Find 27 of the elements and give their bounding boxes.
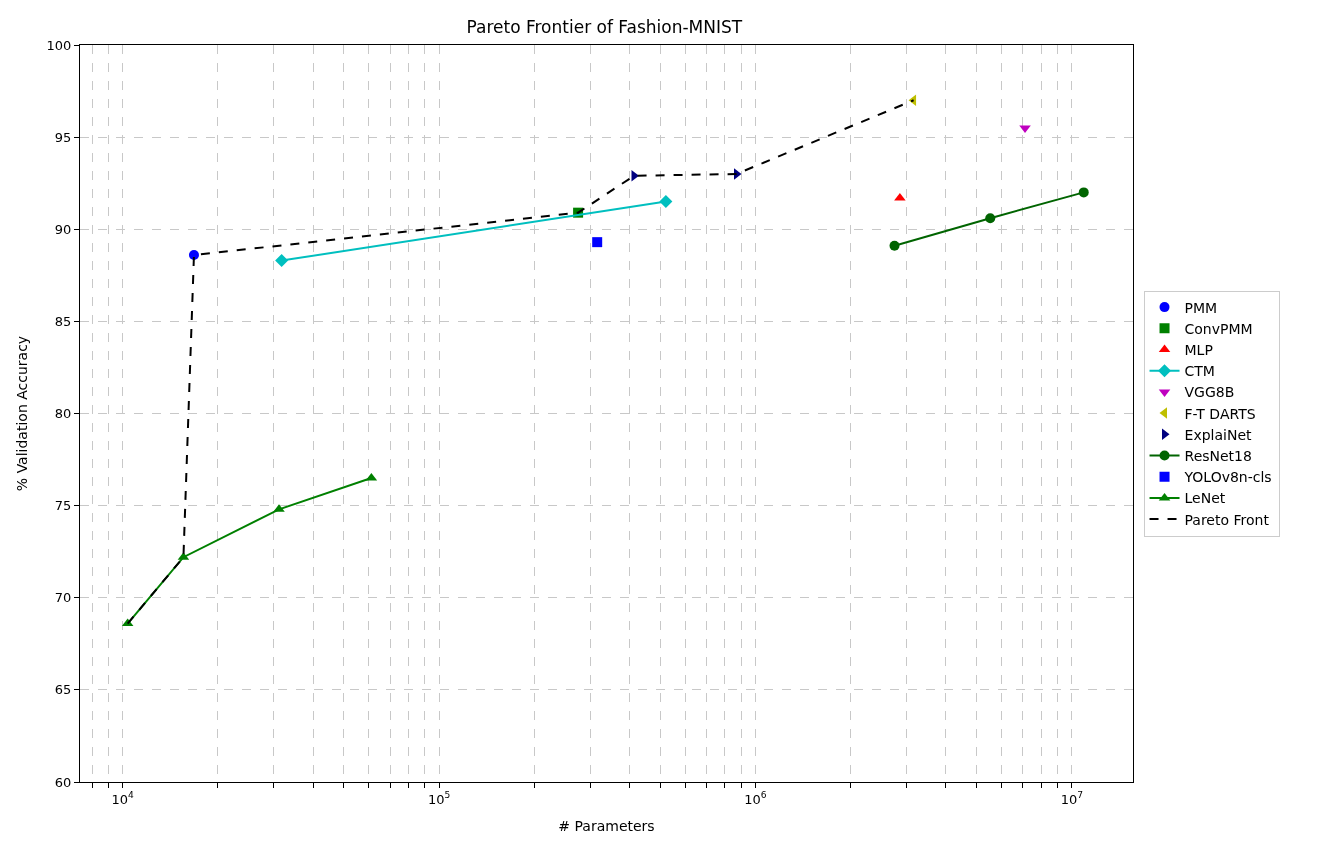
chart-title: Pareto Frontier of Fashion-MNIST	[466, 16, 743, 37]
x-axis-title: # Parameters	[558, 817, 655, 834]
legend-label: MLP	[1184, 341, 1213, 358]
legend-label: F-T DARTS	[1184, 405, 1256, 422]
y-tick-label: 65	[54, 682, 72, 698]
y-tick-label: 60	[54, 774, 72, 790]
y-axis-title: % Validation Accuracy	[14, 335, 31, 492]
legend-label: VGG8B	[1184, 384, 1235, 401]
legend-label: ConvPMM	[1184, 320, 1253, 337]
legend-label: Pareto Front	[1184, 511, 1270, 528]
y-tick-label: 75	[54, 498, 72, 514]
x-tick-label: 10$^{7}$	[1060, 790, 1084, 807]
y-tick-label: 85	[54, 313, 72, 329]
x-tick-label: 10$^{6}$	[744, 790, 767, 807]
legend-label: YOLOv8n-cls	[1183, 469, 1272, 486]
legend-label: ExplaiNet	[1184, 426, 1252, 443]
y-tick-label: 90	[54, 221, 72, 237]
x-tick-label: 10$^{4}$	[111, 790, 135, 807]
legend-label: CTM	[1184, 363, 1215, 380]
y-tick-label: 95	[54, 129, 72, 145]
legend-label: ResNet18	[1184, 447, 1252, 464]
legend-label: PMM	[1184, 299, 1218, 316]
y-tick-label: 100	[46, 37, 72, 53]
y-tick-label: 70	[54, 590, 72, 606]
legend-label: LeNet	[1184, 490, 1226, 507]
x-tick-label: 10$^{5}$	[427, 790, 451, 807]
y-tick-label: 80	[54, 406, 72, 422]
